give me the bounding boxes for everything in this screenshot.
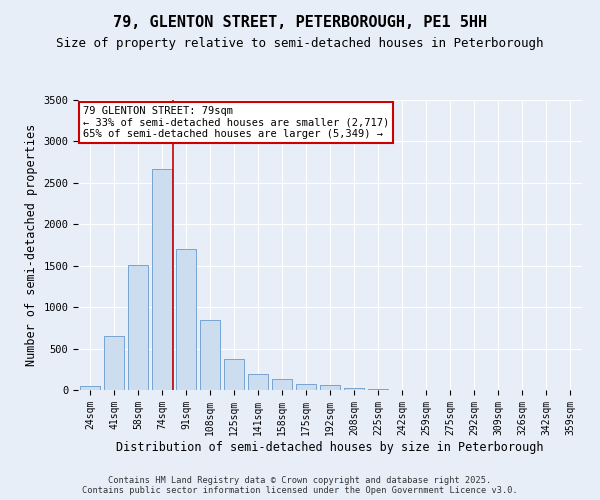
Bar bbox=[320, 386, 340, 390]
Text: 79 GLENTON STREET: 79sqm
← 33% of semi-detached houses are smaller (2,717)
65% o: 79 GLENTON STREET: 79sqm ← 33% of semi-d… bbox=[83, 106, 389, 139]
Y-axis label: Number of semi-detached properties: Number of semi-detached properties bbox=[25, 124, 38, 366]
Bar bbox=[296, 384, 316, 390]
Bar bbox=[104, 336, 124, 390]
Bar bbox=[344, 388, 364, 390]
Text: Size of property relative to semi-detached houses in Peterborough: Size of property relative to semi-detach… bbox=[56, 38, 544, 51]
Bar bbox=[80, 386, 100, 390]
Bar bbox=[248, 374, 268, 390]
Bar bbox=[368, 389, 388, 390]
Bar bbox=[224, 360, 244, 390]
Text: Contains HM Land Registry data © Crown copyright and database right 2025.
Contai: Contains HM Land Registry data © Crown c… bbox=[82, 476, 518, 495]
X-axis label: Distribution of semi-detached houses by size in Peterborough: Distribution of semi-detached houses by … bbox=[116, 440, 544, 454]
Bar bbox=[128, 265, 148, 390]
Bar bbox=[152, 169, 172, 390]
Bar bbox=[272, 379, 292, 390]
Bar bbox=[200, 320, 220, 390]
Bar bbox=[176, 249, 196, 390]
Text: 79, GLENTON STREET, PETERBOROUGH, PE1 5HH: 79, GLENTON STREET, PETERBOROUGH, PE1 5H… bbox=[113, 15, 487, 30]
